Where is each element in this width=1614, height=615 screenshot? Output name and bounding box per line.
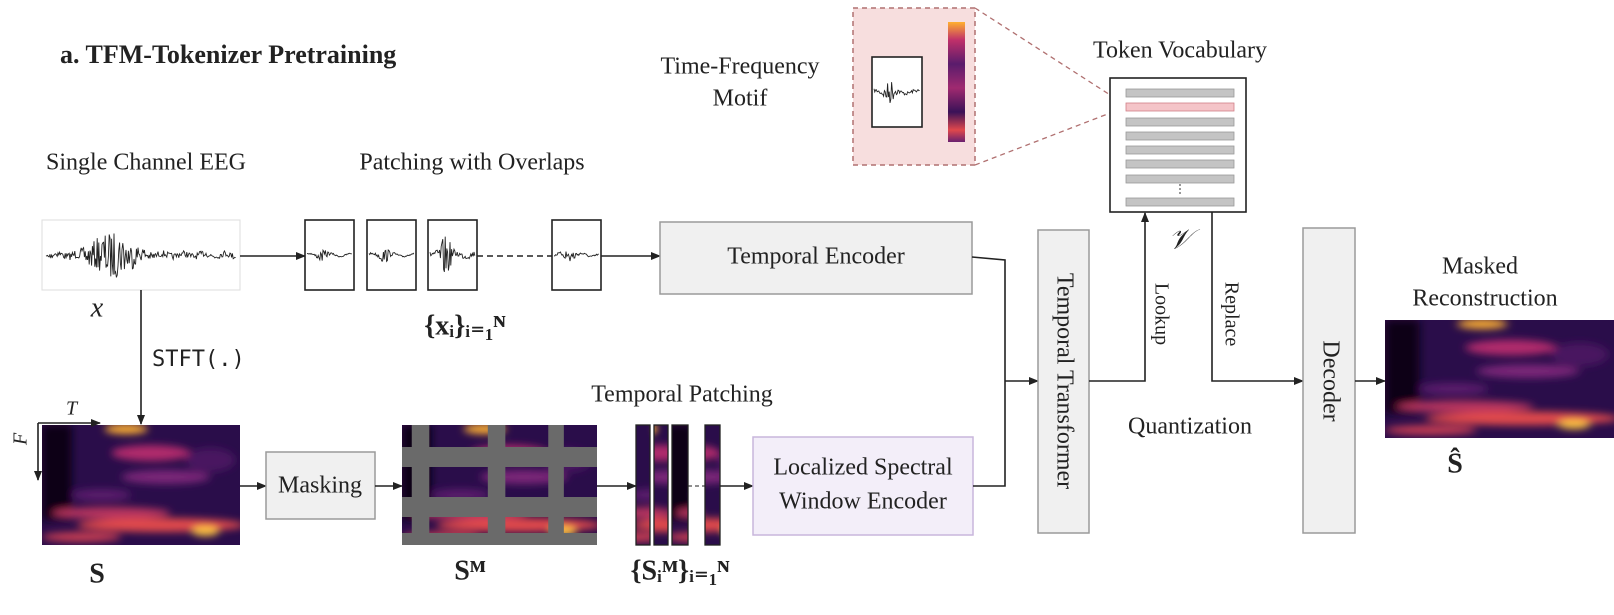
diagram: a. TFM-Tokenizer Pretraining Time-Freque… bbox=[0, 0, 1614, 615]
patching-symbol: {xᵢ}ᵢ₌₁ᴺ bbox=[424, 310, 506, 341]
output-label: Masked bbox=[1442, 254, 1518, 280]
vocabulary-box bbox=[1110, 78, 1246, 212]
temporal-transformer-label: Temporal Transformer bbox=[1051, 273, 1077, 489]
output-symbol: Ŝ bbox=[1447, 448, 1463, 479]
masked-spectrogram bbox=[402, 424, 602, 545]
zoom-line bbox=[975, 110, 1118, 165]
output-label: Reconstruction bbox=[1412, 286, 1557, 312]
reconstruction bbox=[1385, 319, 1614, 438]
lookup-label: Lookup bbox=[1150, 283, 1172, 345]
motif-colorbar bbox=[948, 22, 965, 142]
masked-symbol: Sᴹ bbox=[454, 555, 486, 586]
spectrogram-symbol: S bbox=[89, 558, 105, 589]
spectral-encoder bbox=[753, 437, 973, 535]
title: a. TFM-Tokenizer Pretraining bbox=[60, 40, 396, 69]
vocabulary-title: Token Vocabulary bbox=[1093, 38, 1267, 64]
lookup-arrow bbox=[1089, 213, 1145, 381]
time-axis-label: T bbox=[66, 398, 79, 420]
vocabulary-symbol: 𝒱 bbox=[1168, 224, 1200, 255]
spectral-encoder-label: Window Encoder bbox=[779, 489, 947, 515]
spectral-encoder-label: Localized Spectral bbox=[773, 455, 953, 481]
motif-label: Time-Frequency bbox=[660, 54, 819, 80]
temporal-encoder-label: Temporal Encoder bbox=[727, 244, 905, 270]
temporal-patching-title: Temporal Patching bbox=[591, 382, 773, 408]
quantization-title: Quantization bbox=[1128, 414, 1252, 440]
input-symbol: x bbox=[90, 292, 104, 323]
page: TFM-Tokenizer Pretraining { "title": "a.… bbox=[0, 0, 1614, 615]
spectrogram bbox=[42, 424, 245, 545]
body: a. TFM-Tokenizer Pretraining Time-Freque… bbox=[0, 0, 1614, 615]
stft-label: STFT(.) bbox=[152, 347, 245, 372]
decoder-label: Decoder bbox=[1317, 340, 1343, 421]
freq-axis-label: F bbox=[10, 432, 32, 446]
masking-label: Masking bbox=[278, 473, 362, 499]
replace-label: Replace bbox=[1220, 282, 1242, 347]
motif-label: Motif bbox=[713, 86, 768, 112]
temporal-patching-symbol: {Sᵢᴹ}ᵢ₌₁ᴺ bbox=[630, 555, 730, 586]
patching-title: Patching with Overlaps bbox=[359, 150, 584, 176]
input-title: Single Channel EEG bbox=[46, 150, 246, 176]
connector bbox=[972, 257, 1005, 486]
